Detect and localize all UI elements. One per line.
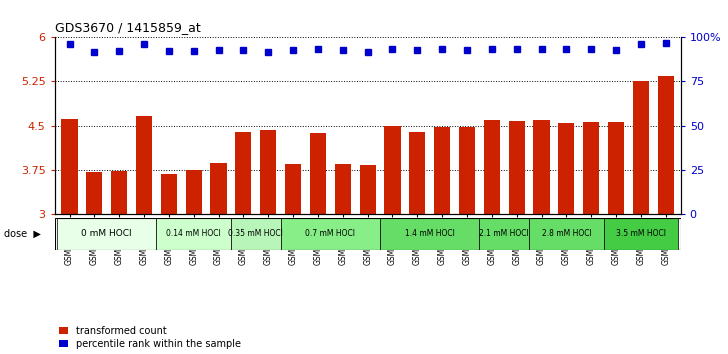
Text: 0.14 mM HOCl: 0.14 mM HOCl <box>167 229 221 238</box>
Bar <box>583 121 599 214</box>
Text: 0 mM HOCl: 0 mM HOCl <box>82 229 132 238</box>
Bar <box>534 120 550 214</box>
Bar <box>260 130 277 214</box>
Bar <box>480 218 529 250</box>
Bar <box>434 127 450 214</box>
Bar <box>633 81 649 214</box>
Bar <box>210 163 226 214</box>
Bar <box>409 132 425 214</box>
Bar <box>558 123 574 214</box>
Bar <box>335 164 351 214</box>
Text: 2.1 mM HOCl: 2.1 mM HOCl <box>480 229 529 238</box>
Legend: transformed count, percentile rank within the sample: transformed count, percentile rank withi… <box>60 326 241 349</box>
Bar <box>231 218 281 250</box>
Bar <box>61 119 78 214</box>
Bar <box>281 218 380 250</box>
Bar <box>310 133 326 214</box>
Bar <box>186 170 202 214</box>
Bar <box>235 132 251 214</box>
Text: 0.7 mM HOCl: 0.7 mM HOCl <box>305 229 355 238</box>
Bar <box>157 218 231 250</box>
Bar <box>111 171 127 214</box>
Text: 2.8 mM HOCl: 2.8 mM HOCl <box>542 229 591 238</box>
Bar <box>604 218 678 250</box>
Bar <box>285 164 301 214</box>
Bar <box>509 121 525 214</box>
Text: GDS3670 / 1415859_at: GDS3670 / 1415859_at <box>55 21 200 34</box>
Bar <box>459 127 475 214</box>
Text: dose  ▶: dose ▶ <box>4 229 41 239</box>
Bar <box>529 218 604 250</box>
Bar <box>657 75 674 214</box>
Bar <box>136 116 152 214</box>
Bar <box>161 174 177 214</box>
Bar <box>484 120 500 214</box>
Text: 0.35 mM HOCl: 0.35 mM HOCl <box>229 229 283 238</box>
Bar <box>87 172 103 214</box>
Bar <box>360 165 376 214</box>
Text: 1.4 mM HOCl: 1.4 mM HOCl <box>405 229 455 238</box>
Bar <box>384 126 400 214</box>
Bar <box>57 218 157 250</box>
Bar <box>380 218 480 250</box>
Bar <box>608 121 624 214</box>
Text: 3.5 mM HOCl: 3.5 mM HOCl <box>616 229 666 238</box>
